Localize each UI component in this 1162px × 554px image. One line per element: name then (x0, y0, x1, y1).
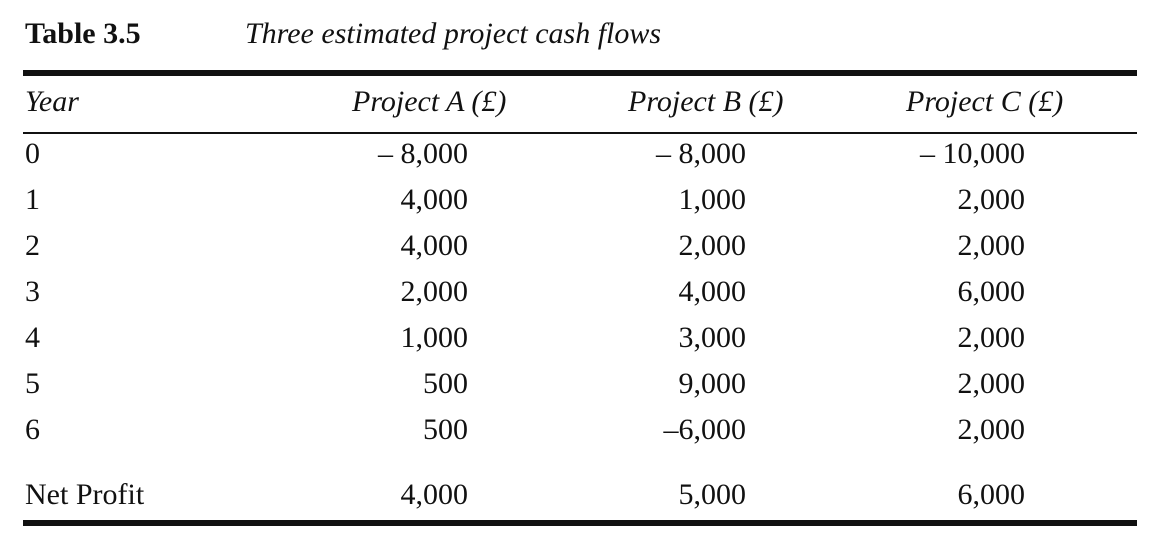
project-a-total: 4,000 (400, 478, 469, 511)
year-cell: 0 (25, 137, 40, 170)
bottom-rule (23, 520, 1137, 526)
project-a-cell: 2,000 (400, 275, 469, 308)
year-cell: 5 (25, 367, 40, 400)
project-c-cell: 2,000 (957, 367, 1026, 400)
project-c-cell: – 10,000 (920, 137, 1025, 170)
table-row: 3 2,000 4,000 6,000 (0, 270, 1162, 314)
header-project-c: Project C (£) (906, 85, 1064, 118)
table-row: 6 500 –6,000 2,000 (0, 408, 1162, 452)
project-b-cell: 2,000 (678, 229, 747, 262)
header-year: Year (25, 85, 79, 118)
project-b-cell: 9,000 (678, 367, 747, 400)
header-rule (23, 132, 1137, 134)
project-b-cell: 1,000 (678, 183, 747, 216)
year-cell: 4 (25, 321, 40, 354)
header-project-b: Project B (£) (628, 85, 784, 118)
year-cell: 6 (25, 413, 40, 446)
table-row: 0 – 8,000 – 8,000 – 10,000 (0, 132, 1162, 176)
project-a-cell: 4,000 (400, 183, 469, 216)
project-b-cell: – 8,000 (656, 137, 746, 170)
project-c-cell: 2,000 (957, 321, 1026, 354)
project-c-cell: 6,000 (957, 275, 1026, 308)
table-row: 2 4,000 2,000 2,000 (0, 224, 1162, 268)
header-project-a: Project A (£) (352, 85, 507, 118)
year-cell: 1 (25, 183, 40, 216)
project-a-cell: 1,000 (400, 321, 469, 354)
totals-label: Net Profit (25, 478, 145, 511)
project-a-cell: – 8,000 (378, 137, 468, 170)
top-rule (23, 70, 1137, 76)
project-b-cell: 3,000 (678, 321, 747, 354)
table-row: 4 1,000 3,000 2,000 (0, 316, 1162, 360)
project-b-total: 5,000 (678, 478, 747, 511)
totals-row: Net Profit 4,000 5,000 6,000 (0, 473, 1162, 517)
year-cell: 2 (25, 229, 40, 262)
project-c-cell: 2,000 (957, 229, 1026, 262)
table-row: 5 500 9,000 2,000 (0, 362, 1162, 406)
table-row: 1 4,000 1,000 2,000 (0, 178, 1162, 222)
project-a-cell: 4,000 (400, 229, 469, 262)
project-b-cell: 4,000 (678, 275, 747, 308)
table-title: Three estimated project cash flows (245, 17, 662, 50)
project-c-total: 6,000 (957, 478, 1026, 511)
project-c-cell: 2,000 (957, 413, 1026, 446)
table-number: Table 3.5 (25, 17, 141, 50)
project-a-cell: 500 (423, 413, 468, 446)
year-cell: 3 (25, 275, 40, 308)
table-caption: Table 3.5 Three estimated project cash f… (25, 14, 661, 54)
project-a-cell: 500 (423, 367, 468, 400)
project-c-cell: 2,000 (957, 183, 1026, 216)
project-b-cell: –6,000 (663, 413, 747, 446)
